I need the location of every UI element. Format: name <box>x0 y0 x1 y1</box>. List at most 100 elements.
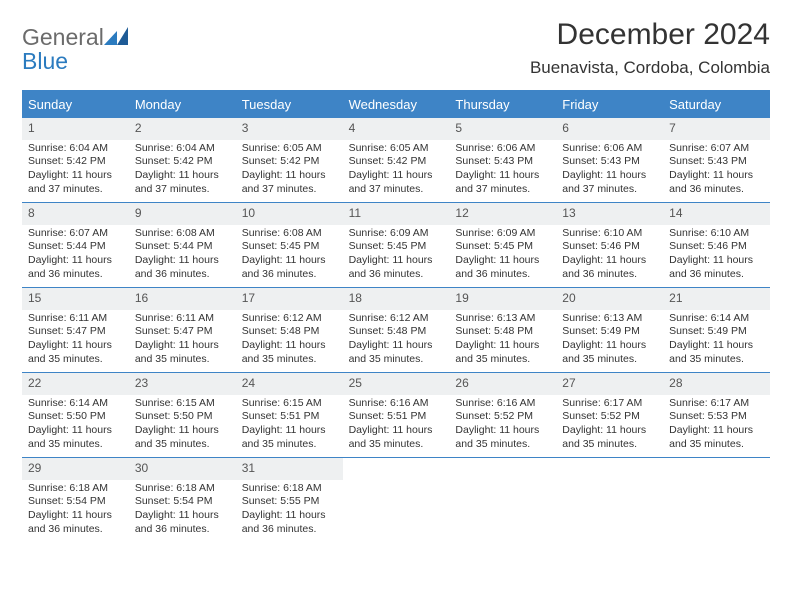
day-number: 27 <box>556 373 663 395</box>
daylight-line2: and 37 minutes. <box>28 183 123 197</box>
week-row: 22Sunrise: 6:14 AMSunset: 5:50 PMDayligh… <box>22 372 770 457</box>
day-number: 10 <box>236 203 343 225</box>
daylight-line1: Daylight: 11 hours <box>28 169 123 183</box>
day-cell: 4Sunrise: 6:05 AMSunset: 5:42 PMDaylight… <box>343 118 450 202</box>
day-cell: 14Sunrise: 6:10 AMSunset: 5:46 PMDayligh… <box>663 203 770 287</box>
dow-monday: Monday <box>129 92 236 117</box>
daylight-line1: Daylight: 11 hours <box>135 169 230 183</box>
day-number: 28 <box>663 373 770 395</box>
sunrise-text: Sunrise: 6:15 AM <box>135 397 230 411</box>
daylight-line1: Daylight: 11 hours <box>669 169 764 183</box>
sunset-text: Sunset: 5:51 PM <box>242 410 337 424</box>
day-body: Sunrise: 6:07 AMSunset: 5:43 PMDaylight:… <box>663 140 770 201</box>
sunrise-text: Sunrise: 6:17 AM <box>562 397 657 411</box>
sunset-text: Sunset: 5:42 PM <box>135 155 230 169</box>
day-cell: 9Sunrise: 6:08 AMSunset: 5:44 PMDaylight… <box>129 203 236 287</box>
day-number: 11 <box>343 203 450 225</box>
logo-word1: General <box>22 24 104 50</box>
daylight-line1: Daylight: 11 hours <box>349 339 444 353</box>
daylight-line2: and 35 minutes. <box>562 353 657 367</box>
day-number: 15 <box>22 288 129 310</box>
daylight-line1: Daylight: 11 hours <box>28 509 123 523</box>
dow-thursday: Thursday <box>449 92 556 117</box>
sunset-text: Sunset: 5:43 PM <box>455 155 550 169</box>
day-cell: 12Sunrise: 6:09 AMSunset: 5:45 PMDayligh… <box>449 203 556 287</box>
daylight-line2: and 36 minutes. <box>562 268 657 282</box>
sunset-text: Sunset: 5:54 PM <box>28 495 123 509</box>
daylight-line2: and 37 minutes. <box>562 183 657 197</box>
location: Buenavista, Cordoba, Colombia <box>530 58 770 78</box>
daylight-line2: and 37 minutes. <box>242 183 337 197</box>
day-number: 25 <box>343 373 450 395</box>
sunrise-text: Sunrise: 6:05 AM <box>349 142 444 156</box>
day-body: Sunrise: 6:09 AMSunset: 5:45 PMDaylight:… <box>449 225 556 286</box>
week-row: 1Sunrise: 6:04 AMSunset: 5:42 PMDaylight… <box>22 117 770 202</box>
day-body: Sunrise: 6:04 AMSunset: 5:42 PMDaylight:… <box>22 140 129 201</box>
day-body: Sunrise: 6:05 AMSunset: 5:42 PMDaylight:… <box>236 140 343 201</box>
day-body: Sunrise: 6:12 AMSunset: 5:48 PMDaylight:… <box>236 310 343 371</box>
daylight-line1: Daylight: 11 hours <box>135 254 230 268</box>
sunrise-text: Sunrise: 6:09 AM <box>455 227 550 241</box>
sunset-text: Sunset: 5:47 PM <box>28 325 123 339</box>
daylight-line2: and 37 minutes. <box>135 183 230 197</box>
day-body: Sunrise: 6:10 AMSunset: 5:46 PMDaylight:… <box>663 225 770 286</box>
day-body: Sunrise: 6:16 AMSunset: 5:52 PMDaylight:… <box>449 395 556 456</box>
day-of-week-row: Sunday Monday Tuesday Wednesday Thursday… <box>22 92 770 117</box>
day-body: Sunrise: 6:05 AMSunset: 5:42 PMDaylight:… <box>343 140 450 201</box>
sunrise-text: Sunrise: 6:16 AM <box>455 397 550 411</box>
weeks-container: 1Sunrise: 6:04 AMSunset: 5:42 PMDaylight… <box>22 117 770 542</box>
day-body: Sunrise: 6:14 AMSunset: 5:49 PMDaylight:… <box>663 310 770 371</box>
day-body: Sunrise: 6:14 AMSunset: 5:50 PMDaylight:… <box>22 395 129 456</box>
daylight-line2: and 35 minutes. <box>349 438 444 452</box>
day-body: Sunrise: 6:11 AMSunset: 5:47 PMDaylight:… <box>22 310 129 371</box>
sunset-text: Sunset: 5:51 PM <box>349 410 444 424</box>
day-body: Sunrise: 6:09 AMSunset: 5:45 PMDaylight:… <box>343 225 450 286</box>
daylight-line2: and 37 minutes. <box>455 183 550 197</box>
sunset-text: Sunset: 5:45 PM <box>455 240 550 254</box>
sunset-text: Sunset: 5:55 PM <box>242 495 337 509</box>
logo-word2: Blue <box>22 48 68 74</box>
daylight-line2: and 35 minutes. <box>562 438 657 452</box>
day-cell: 20Sunrise: 6:13 AMSunset: 5:49 PMDayligh… <box>556 288 663 372</box>
day-body: Sunrise: 6:15 AMSunset: 5:51 PMDaylight:… <box>236 395 343 456</box>
day-cell: 22Sunrise: 6:14 AMSunset: 5:50 PMDayligh… <box>22 373 129 457</box>
title-block: December 2024 Buenavista, Cordoba, Colom… <box>530 18 770 78</box>
week-row: 15Sunrise: 6:11 AMSunset: 5:47 PMDayligh… <box>22 287 770 372</box>
sunset-text: Sunset: 5:50 PM <box>28 410 123 424</box>
daylight-line2: and 36 minutes. <box>242 523 337 537</box>
day-body: Sunrise: 6:06 AMSunset: 5:43 PMDaylight:… <box>449 140 556 201</box>
sunset-text: Sunset: 5:44 PM <box>28 240 123 254</box>
daylight-line2: and 36 minutes. <box>28 523 123 537</box>
sunrise-text: Sunrise: 6:13 AM <box>562 312 657 326</box>
daylight-line1: Daylight: 11 hours <box>135 424 230 438</box>
sunrise-text: Sunrise: 6:11 AM <box>135 312 230 326</box>
sunrise-text: Sunrise: 6:08 AM <box>242 227 337 241</box>
day-cell: 24Sunrise: 6:15 AMSunset: 5:51 PMDayligh… <box>236 373 343 457</box>
day-number: 17 <box>236 288 343 310</box>
day-number: 23 <box>129 373 236 395</box>
sunrise-text: Sunrise: 6:07 AM <box>28 227 123 241</box>
day-number: 26 <box>449 373 556 395</box>
daylight-line1: Daylight: 11 hours <box>562 169 657 183</box>
day-number: 5 <box>449 118 556 140</box>
day-cell: 1Sunrise: 6:04 AMSunset: 5:42 PMDaylight… <box>22 118 129 202</box>
daylight-line1: Daylight: 11 hours <box>28 339 123 353</box>
sunset-text: Sunset: 5:42 PM <box>349 155 444 169</box>
day-cell: 18Sunrise: 6:12 AMSunset: 5:48 PMDayligh… <box>343 288 450 372</box>
sunrise-text: Sunrise: 6:16 AM <box>349 397 444 411</box>
sunset-text: Sunset: 5:48 PM <box>242 325 337 339</box>
day-cell <box>449 458 556 542</box>
day-body: Sunrise: 6:08 AMSunset: 5:44 PMDaylight:… <box>129 225 236 286</box>
daylight-line1: Daylight: 11 hours <box>455 424 550 438</box>
daylight-line2: and 36 minutes. <box>28 268 123 282</box>
dow-wednesday: Wednesday <box>343 92 450 117</box>
daylight-line1: Daylight: 11 hours <box>455 169 550 183</box>
daylight-line1: Daylight: 11 hours <box>669 339 764 353</box>
sunset-text: Sunset: 5:53 PM <box>669 410 764 424</box>
sunset-text: Sunset: 5:48 PM <box>349 325 444 339</box>
day-cell: 25Sunrise: 6:16 AMSunset: 5:51 PMDayligh… <box>343 373 450 457</box>
dow-sunday: Sunday <box>22 92 129 117</box>
daylight-line2: and 36 minutes. <box>349 268 444 282</box>
daylight-line1: Daylight: 11 hours <box>242 509 337 523</box>
sunrise-text: Sunrise: 6:13 AM <box>455 312 550 326</box>
